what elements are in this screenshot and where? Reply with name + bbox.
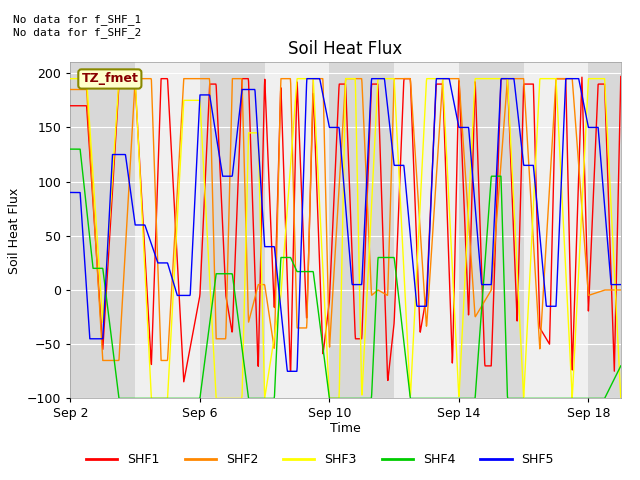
Text: No data for f_SHF_1
No data for f_SHF_2: No data for f_SHF_1 No data for f_SHF_2: [13, 14, 141, 38]
Bar: [588, 62, 640, 398]
Bar: [265, 62, 330, 398]
Legend: SHF1, SHF2, SHF3, SHF4, SHF5: SHF1, SHF2, SHF3, SHF4, SHF5: [81, 448, 559, 471]
Bar: [200, 62, 265, 398]
Bar: [394, 62, 459, 398]
Text: TZ_fmet: TZ_fmet: [81, 72, 138, 85]
Bar: [330, 62, 394, 398]
Bar: [524, 62, 588, 398]
X-axis label: Time: Time: [330, 422, 361, 435]
Bar: [459, 62, 524, 398]
Bar: [135, 62, 200, 398]
Title: Soil Heat Flux: Soil Heat Flux: [289, 40, 403, 58]
Bar: [70, 62, 135, 398]
Y-axis label: Soil Heat Flux: Soil Heat Flux: [8, 187, 22, 274]
